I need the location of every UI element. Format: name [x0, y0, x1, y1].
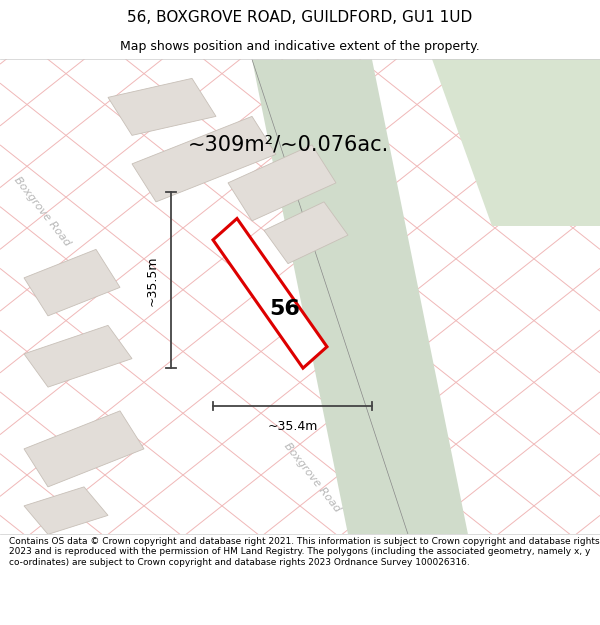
Text: 56: 56 — [269, 299, 301, 319]
Polygon shape — [228, 145, 336, 221]
Text: Boxgrove Road: Boxgrove Road — [12, 175, 72, 248]
Text: Map shows position and indicative extent of the property.: Map shows position and indicative extent… — [120, 40, 480, 52]
Text: 56, BOXGROVE ROAD, GUILDFORD, GU1 1UD: 56, BOXGROVE ROAD, GUILDFORD, GU1 1UD — [127, 10, 473, 25]
Polygon shape — [213, 219, 327, 368]
Polygon shape — [132, 116, 276, 202]
Polygon shape — [24, 326, 132, 387]
Polygon shape — [432, 59, 600, 226]
Text: ~309m²/~0.076ac.: ~309m²/~0.076ac. — [187, 135, 389, 155]
Text: Boxgrove Road: Boxgrove Road — [282, 441, 342, 514]
Polygon shape — [24, 487, 108, 534]
Polygon shape — [24, 249, 120, 316]
Text: ~35.5m: ~35.5m — [146, 255, 159, 306]
Polygon shape — [264, 202, 348, 264]
Polygon shape — [108, 78, 216, 136]
Polygon shape — [252, 59, 468, 534]
Polygon shape — [24, 411, 144, 487]
Text: ~35.4m: ~35.4m — [268, 421, 317, 433]
Text: Contains OS data © Crown copyright and database right 2021. This information is : Contains OS data © Crown copyright and d… — [9, 537, 599, 567]
